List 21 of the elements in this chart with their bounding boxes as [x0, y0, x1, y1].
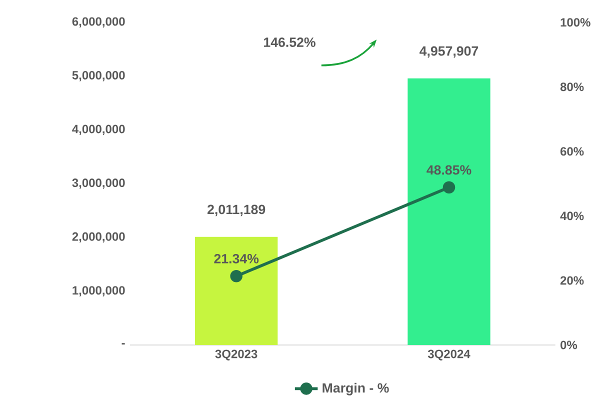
data-label: 21.34% [214, 254, 259, 264]
x-tick-label: 3Q2024 [428, 350, 470, 360]
y-tick-label: 1,000,000 [72, 286, 125, 296]
legend-label: Margin - % [322, 382, 389, 396]
y2-tick-label: 60% [560, 147, 584, 156]
data-label: 2,011,189 [208, 204, 266, 216]
y2-tick-label: 0% [560, 340, 578, 350]
data-label: 4,957,907 [420, 46, 478, 58]
y-tick-label: 2,000,000 [72, 232, 125, 243]
data-label: 48.85% [426, 165, 472, 175]
y2-tick-label: 20% [560, 276, 584, 285]
y2-tick-label: 100% [560, 18, 590, 27]
annotation: 146.52% [264, 38, 316, 47]
y-tick-label: 6,000,000 [72, 17, 125, 28]
y-tick-label: 4,000,000 [72, 124, 125, 136]
y2-tick-label: 40% [560, 212, 584, 220]
y2-tick-label: 80% [560, 82, 584, 92]
y-tick-label: 3,000,000 [72, 178, 125, 189]
y-tick-label: 5,000,000 [72, 70, 125, 82]
x-tick-label: 3Q2023 [215, 350, 258, 360]
y-tick-label: - [122, 343, 125, 344]
